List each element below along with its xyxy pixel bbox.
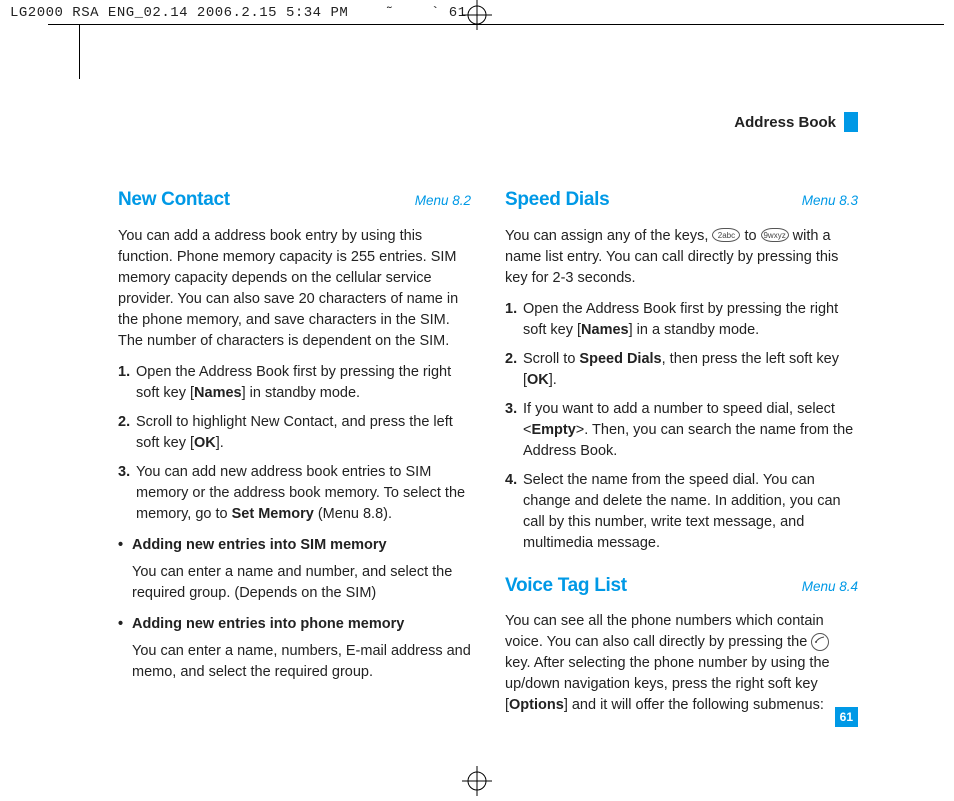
chapter-header: Address Book — [118, 112, 858, 132]
step-number: 1. — [118, 362, 136, 404]
step-number: 4. — [505, 470, 523, 554]
section-title: Speed Dials — [505, 186, 609, 214]
section-header-speed-dials: Speed Dials Menu 8.3 — [505, 186, 858, 214]
bullet-description: You can enter a name, numbers, E-mail ad… — [132, 641, 471, 683]
crop-rule-top — [48, 24, 944, 25]
step-item: 2. Scroll to Speed Dials, then press the… — [505, 349, 858, 391]
step-item: 4. Select the name from the speed dial. … — [505, 470, 858, 554]
section-menu-ref: Menu 8.3 — [802, 191, 858, 211]
bullet-description: You can enter a name and number, and sel… — [132, 562, 471, 604]
step-text: Open the Address Book first by pressing … — [523, 299, 858, 341]
section-header-voice-tag: Voice Tag List Menu 8.4 — [505, 572, 858, 600]
intro-paragraph: You can see all the phone numbers which … — [505, 611, 858, 716]
registration-mark-top — [462, 0, 492, 35]
intro-paragraph: You can assign any of the keys, 2abc to … — [505, 226, 858, 289]
step-text: Open the Address Book first by pressing … — [136, 362, 471, 404]
step-item: 1. Open the Address Book first by pressi… — [118, 362, 471, 404]
key-9-icon: 9wxyz — [761, 228, 789, 242]
step-number: 1. — [505, 299, 523, 341]
registration-mark-bottom — [462, 766, 492, 801]
send-key-icon — [811, 633, 829, 651]
step-item: 2. Scroll to highlight New Contact, and … — [118, 412, 471, 454]
section-menu-ref: Menu 8.2 — [415, 191, 471, 211]
intro-paragraph: You can add a address book entry by usin… — [118, 226, 471, 352]
step-item: 3. You can add new address book entries … — [118, 462, 471, 525]
column-right: Speed Dials Menu 8.3 You can assign any … — [505, 182, 858, 726]
job-file: LG2000 RSA ENG_02.14 2006.2.15 5:34 PM — [10, 5, 348, 21]
bullet-item: • Adding new entries into phone memory — [118, 614, 471, 635]
step-item: 3. If you want to add a number to speed … — [505, 399, 858, 462]
step-number: 2. — [505, 349, 523, 391]
bullet-icon: • — [118, 614, 132, 635]
chapter-title: Address Book — [734, 114, 836, 131]
bullet-title: Adding new entries into SIM memory — [132, 535, 471, 556]
page-body: Address Book New Contact Menu 8.2 You ca… — [118, 112, 858, 741]
step-text: Scroll to highlight New Contact, and pre… — [136, 412, 471, 454]
section-title: New Contact — [118, 186, 230, 214]
steps-list: 1. Open the Address Book first by pressi… — [505, 299, 858, 554]
column-left: New Contact Menu 8.2 You can add a addre… — [118, 182, 471, 726]
page-number-badge: 61 — [835, 707, 858, 727]
section-header-new-contact: New Contact Menu 8.2 — [118, 186, 471, 214]
print-job-line: LG2000 RSA ENG_02.14 2006.2.15 5:34 PM ˜… — [10, 5, 467, 21]
step-text: Scroll to Speed Dials, then press the le… — [523, 349, 858, 391]
job-tilde: ˜ — [385, 5, 394, 21]
crop-rule-left — [79, 24, 80, 79]
bullet-title: Adding new entries into phone memory — [132, 614, 471, 635]
step-number: 3. — [505, 399, 523, 462]
step-text: Select the name from the speed dial. You… — [523, 470, 858, 554]
step-text: You can add new address book entries to … — [136, 462, 471, 525]
two-column-layout: New Contact Menu 8.2 You can add a addre… — [118, 182, 858, 726]
step-item: 1. Open the Address Book first by pressi… — [505, 299, 858, 341]
step-text: If you want to add a number to speed dia… — [523, 399, 858, 462]
section-menu-ref: Menu 8.4 — [802, 577, 858, 597]
chapter-marker-icon — [844, 112, 858, 132]
bullet-icon: • — [118, 535, 132, 556]
step-number: 2. — [118, 412, 136, 454]
step-number: 3. — [118, 462, 136, 525]
section-title: Voice Tag List — [505, 572, 627, 600]
key-2-icon: 2abc — [712, 228, 740, 242]
steps-list: 1. Open the Address Book first by pressi… — [118, 362, 471, 525]
bullet-item: • Adding new entries into SIM memory — [118, 535, 471, 556]
